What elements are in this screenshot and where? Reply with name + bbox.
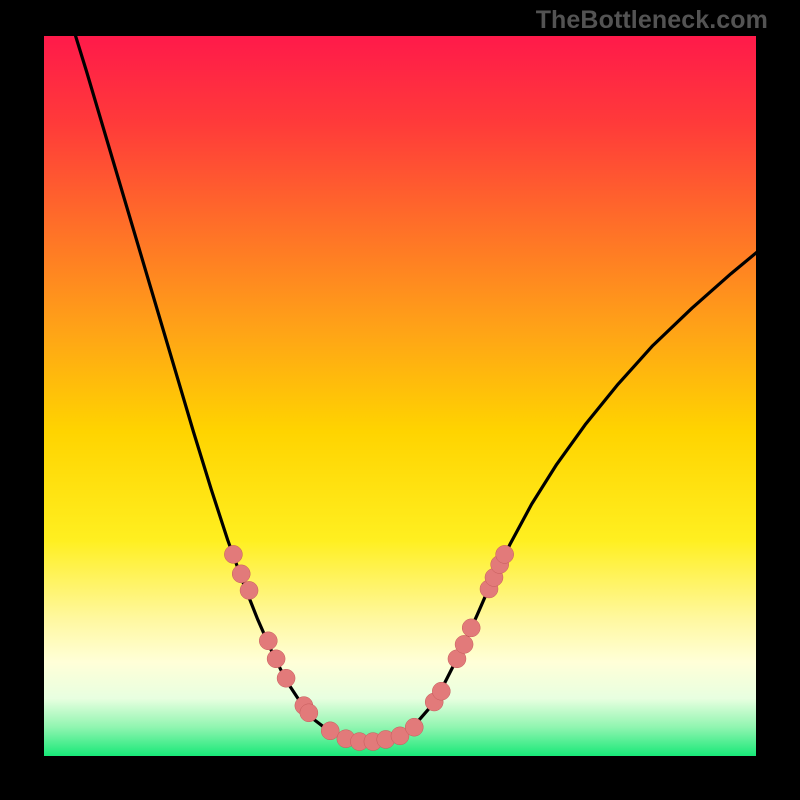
curve-marker <box>462 619 480 637</box>
curve-marker <box>259 632 277 650</box>
curve-marker <box>455 635 473 653</box>
curve-marker <box>496 545 514 563</box>
curve-marker <box>277 669 295 687</box>
curve-marker <box>224 545 242 563</box>
bottleneck-chart <box>44 36 756 756</box>
curve-marker <box>321 722 339 740</box>
curve-marker <box>300 704 318 722</box>
curve-marker <box>232 565 250 583</box>
curve-marker <box>267 650 285 668</box>
curve-marker <box>432 682 450 700</box>
curve-marker <box>405 718 423 736</box>
watermark-text: TheBottleneck.com <box>536 6 768 35</box>
gradient-background <box>44 36 756 756</box>
curve-marker <box>240 581 258 599</box>
